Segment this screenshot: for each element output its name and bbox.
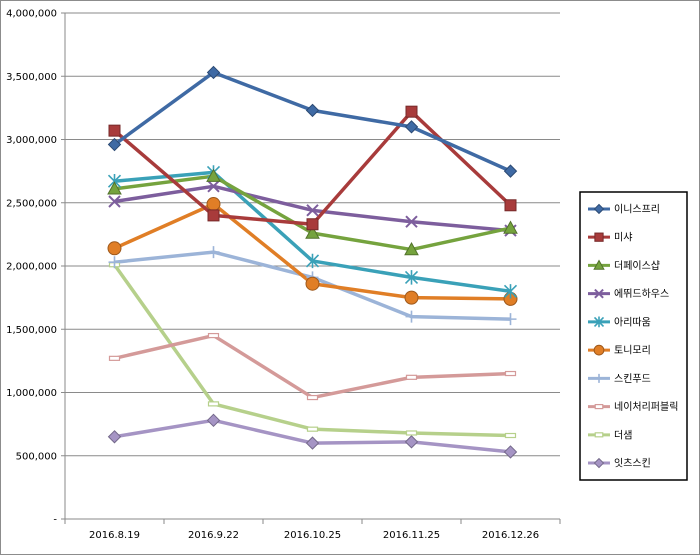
y-tick-label: - — [53, 515, 57, 526]
legend-label: 스킨푸드 — [614, 373, 651, 385]
marker — [593, 316, 605, 328]
marker — [503, 445, 518, 459]
marker — [404, 435, 419, 449]
legend-label: 에뛰드하우스 — [614, 287, 669, 300]
series-line — [114, 333, 511, 400]
marker — [305, 253, 320, 269]
marker — [593, 457, 605, 469]
marker — [504, 432, 517, 439]
marker — [504, 199, 517, 212]
marker — [207, 246, 220, 259]
marker — [404, 290, 419, 305]
marker — [207, 180, 220, 193]
marker — [107, 181, 122, 195]
x-tick-label: 2016.9.22 — [188, 530, 239, 541]
marker — [503, 164, 518, 178]
marker — [207, 401, 220, 407]
marker — [306, 218, 319, 231]
x-axis-ticks: 2016.8.19 2016.9.22 2016.10.25 2016.11.25 20… — [64, 519, 561, 541]
marker — [107, 241, 122, 256]
marker — [405, 310, 418, 323]
marker — [405, 374, 418, 380]
legend-label: 미샤 — [614, 232, 632, 244]
marker — [108, 195, 121, 208]
marker — [207, 332, 220, 339]
marker — [404, 242, 419, 256]
y-tick-label: 3,500,000 — [6, 72, 57, 83]
legend-label: 아리따움 — [614, 316, 651, 328]
marker — [594, 232, 604, 242]
marker — [207, 209, 220, 222]
marker — [593, 344, 605, 356]
marker — [504, 370, 517, 377]
marker — [594, 288, 604, 299]
marker — [504, 313, 517, 326]
marker — [206, 65, 221, 80]
marker — [306, 394, 319, 401]
marker — [404, 120, 419, 134]
series-lines — [107, 65, 518, 459]
marker — [405, 105, 418, 118]
series-line — [113, 109, 512, 227]
marker — [108, 355, 121, 361]
marker — [404, 270, 419, 285]
y-tick-label: 1,500,000 — [6, 325, 57, 336]
marker — [305, 276, 320, 291]
legend: 이니스프리미샤더페이스샵에뛰드하우스아리따움토니모리스킨푸드네이처리퍼블릭더샘잇… — [579, 191, 688, 481]
marker — [593, 259, 605, 270]
y-tick-label: 500,000 — [16, 451, 57, 462]
marker — [305, 436, 320, 450]
legend-label: 이니스프리 — [614, 203, 660, 215]
marker — [206, 197, 221, 212]
x-tick-label: 2016.11.25 — [383, 530, 440, 541]
legend-label: 네이처리퍼블릭 — [614, 401, 678, 413]
marker — [107, 430, 122, 444]
y-tick-label: 2,000,000 — [6, 262, 57, 273]
marker — [594, 403, 604, 410]
marker — [306, 426, 319, 432]
marker — [594, 432, 604, 438]
marker — [405, 215, 418, 228]
marker — [206, 168, 221, 182]
x-tick-label: 2016.12.26 — [482, 530, 539, 541]
marker — [405, 430, 418, 436]
marker — [107, 137, 122, 152]
marker — [108, 256, 121, 269]
marker — [206, 413, 221, 428]
legend-label: 더페이스샵 — [614, 260, 660, 272]
marker — [594, 373, 604, 383]
series-line — [113, 70, 512, 173]
y-tick-label: 4,000,000 — [6, 9, 57, 20]
legend-label: 토니모리 — [614, 345, 651, 357]
marker — [306, 204, 319, 217]
y-tick-label: 3,000,000 — [6, 135, 57, 146]
y-tick-label: 2,500,000 — [6, 198, 57, 209]
y-tick-label: 1,000,000 — [6, 388, 57, 399]
y-axis-ticks: - 500,000 1,000,000 1,500,000 2,000,000 2,500… — [6, 9, 65, 526]
gridlines — [65, 12, 560, 457]
marker — [503, 284, 518, 299]
x-tick-label: 2016.10.25 — [284, 530, 341, 541]
marker — [305, 103, 320, 118]
x-tick-label: 2016.8.19 — [89, 530, 140, 541]
legend-label: 더샘 — [614, 429, 632, 441]
legend-label: 잇츠스킨 — [614, 458, 651, 470]
marker — [108, 124, 121, 137]
marker — [593, 203, 605, 215]
marker — [305, 225, 320, 239]
marker — [503, 220, 518, 234]
